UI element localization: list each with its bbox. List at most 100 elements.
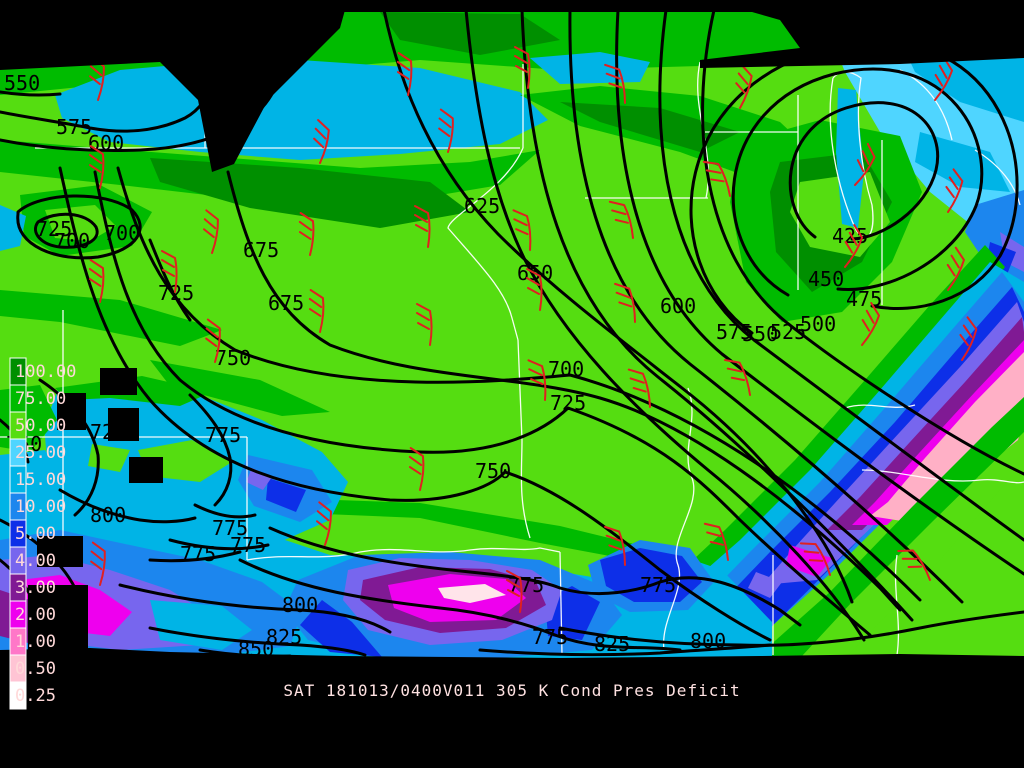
contour-425 — [788, 101, 939, 241]
wind-barb-icon — [703, 522, 729, 561]
contour-label: 525 — [770, 320, 806, 344]
contour-label: 475 — [846, 287, 882, 311]
lake-outline — [974, 149, 1021, 206]
wind-barb-icon — [934, 56, 953, 101]
contour-525 — [658, 8, 1024, 542]
state-border-line — [517, 339, 531, 539]
contour-label: 725 — [36, 217, 72, 241]
fill-band-darkpurple — [827, 317, 1024, 530]
contour-775-arc — [148, 550, 242, 563]
fill-band-darkblue — [702, 287, 1024, 638]
contour-600-topleft — [0, 76, 280, 153]
contour-label: 725 — [550, 391, 586, 415]
fill-region — [246, 468, 272, 490]
fill-regions — [0, 10, 1024, 658]
contour-label: 775 — [212, 516, 248, 540]
fill-region — [380, 12, 560, 55]
legend-value-label: 0.25 — [15, 686, 56, 706]
state-border-river — [662, 387, 695, 651]
wind-barb-icon — [735, 64, 753, 109]
wind-barb-icon — [205, 318, 221, 363]
wind-barb-icon — [946, 246, 965, 291]
contour-label: 550 — [4, 71, 40, 95]
data-void-square — [37, 536, 83, 567]
lake-michigan-outline — [829, 71, 874, 239]
contour-775 — [268, 526, 802, 627]
fill-band-edge — [610, 245, 1005, 656]
wind-barb-icon — [396, 52, 413, 96]
wind-barb-icon — [414, 205, 431, 248]
wind-barb-icon — [861, 301, 880, 346]
state-borders — [0, 12, 1024, 656]
legend-color-cell — [9, 681, 27, 710]
contour-label: 550 — [742, 322, 778, 346]
fill-band-cyan — [618, 262, 1024, 656]
void-top-strip — [0, 0, 1024, 12]
contour-label: 600 — [660, 294, 696, 318]
legend-value-label: 0.50 — [15, 659, 56, 679]
contour-label: 750 — [215, 346, 251, 370]
contour-label: 700 — [104, 221, 140, 245]
wind-barb-icon — [313, 119, 330, 164]
contour-800-left — [58, 488, 197, 524]
contour-label: 775 — [640, 573, 676, 597]
wind-barb-icon — [506, 570, 523, 613]
wind-barb-icon — [203, 209, 219, 254]
wind-barb-icon — [723, 359, 751, 396]
contour-825 — [478, 643, 772, 657]
contour-label: 825 — [266, 625, 302, 649]
wind-barb-icon — [90, 541, 106, 586]
fill-band-magenta — [852, 340, 1024, 525]
contour-700 — [116, 166, 922, 602]
fill-region — [150, 360, 330, 416]
wind-barb-icon — [527, 359, 547, 401]
data-void-square — [57, 393, 86, 430]
wind-barb-icon — [945, 168, 964, 213]
contour-label: 775 — [180, 542, 216, 566]
contour-600 — [520, 8, 914, 622]
data-void-square — [100, 368, 137, 395]
contour-label: 800 — [282, 593, 318, 617]
fill-region — [845, 462, 1024, 658]
fill-region — [758, 397, 1024, 656]
wind-barb-icon — [514, 46, 531, 89]
fill-region — [0, 205, 26, 251]
wind-barb-icon — [416, 303, 433, 346]
void-legend-backdrop — [28, 585, 88, 660]
wind-barb-icon — [614, 282, 636, 323]
contour-750 — [58, 166, 772, 642]
contour-label: 600 — [88, 131, 124, 155]
contour-575 — [568, 8, 964, 604]
contour-700-ring — [16, 194, 142, 260]
contour-775-arc — [193, 503, 257, 519]
contour-725-ring — [34, 212, 99, 249]
fill-band-blue — [668, 272, 1024, 653]
fill-region — [150, 600, 252, 650]
contour-725 — [93, 170, 872, 637]
contour-label: 775 — [532, 625, 568, 649]
wind-barb-icon — [604, 63, 626, 104]
wind-barb-icon — [854, 142, 876, 186]
contour-775-arc — [168, 538, 270, 551]
contour-label: 675 — [268, 291, 304, 315]
contour-825 — [148, 626, 367, 657]
contour-800 — [558, 610, 1024, 647]
contour-label: 625 — [464, 194, 500, 218]
state-border-river — [861, 469, 1024, 484]
fill-region — [0, 290, 222, 346]
contour-775-left — [188, 393, 233, 507]
wind-barb-icon — [627, 368, 651, 408]
fill-region — [560, 102, 740, 152]
legend-value-label: 15.00 — [15, 470, 66, 490]
contour-450 — [731, 67, 984, 297]
contour-625 — [464, 8, 866, 642]
wind-barb-icon — [88, 145, 105, 189]
fill-region — [266, 478, 306, 512]
data-void-square — [108, 408, 139, 441]
wind-barb-icon — [316, 501, 332, 546]
contour-650 — [382, 8, 854, 604]
